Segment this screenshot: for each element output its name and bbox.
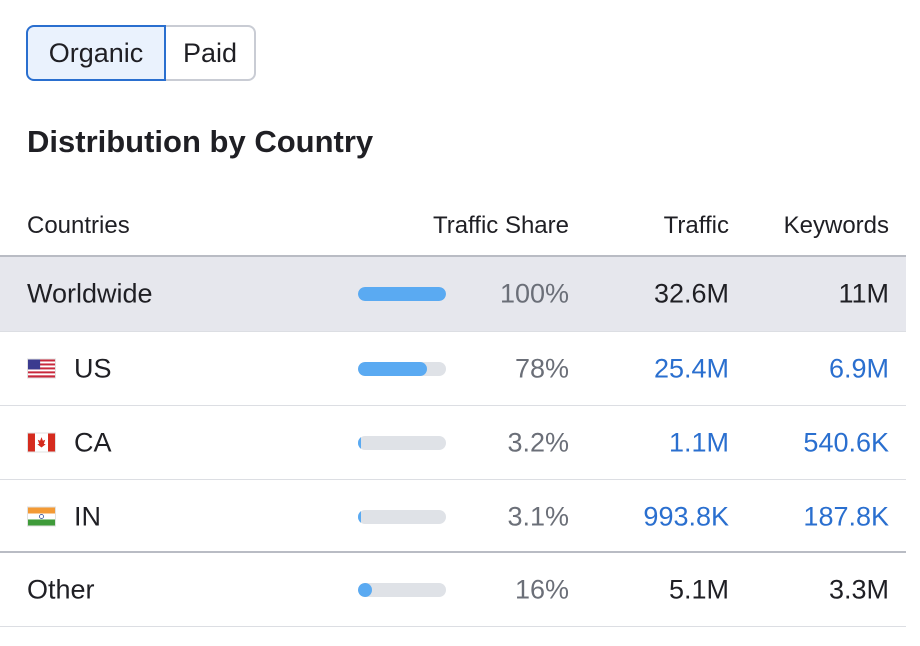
traffic-link[interactable]: 25.4M xyxy=(653,353,729,383)
traffic-share-value: 3.1% xyxy=(507,501,569,531)
table-row-worldwide: Worldwide 100% 32.6M 11M xyxy=(0,255,906,331)
keywords-value: 11M xyxy=(838,278,889,309)
traffic-share-bar-fill xyxy=(358,509,361,524)
header-traffic: Traffic xyxy=(663,212,729,239)
in-flag-icon xyxy=(27,506,56,527)
section-title: Distribution by Country xyxy=(27,124,374,159)
organic-toggle-button[interactable]: Organic xyxy=(26,25,166,81)
traffic-share-bar xyxy=(358,287,446,301)
traffic-value: 32.6M xyxy=(653,278,729,309)
keywords-value: 3.3M xyxy=(828,574,889,604)
traffic-type-toggle: Organic Paid xyxy=(26,25,256,81)
country-cell: CA xyxy=(27,427,112,458)
table-row-other: Other 16% 5.1M 3.3M xyxy=(0,551,906,627)
table-row-us: US 78% 25.4M 6.9M xyxy=(0,331,906,405)
traffic-share-value: 3.2% xyxy=(507,427,569,457)
table-row-in: IN 3.1% 993.8K 187.8K xyxy=(0,479,906,553)
country-name: CA xyxy=(74,427,112,457)
table-header: Countries Traffic Share Traffic Keywords xyxy=(0,200,906,255)
traffic-link[interactable]: 1.1M xyxy=(668,427,729,457)
traffic-share-bar xyxy=(358,509,446,524)
keywords-link[interactable]: 187.8K xyxy=(803,501,889,531)
traffic-share-bar-fill xyxy=(358,361,427,376)
traffic-share-value: 100% xyxy=(499,278,569,309)
us-flag-icon xyxy=(27,358,56,379)
traffic-link[interactable]: 993.8K xyxy=(643,501,729,531)
keywords-link[interactable]: 6.9M xyxy=(828,353,889,383)
header-countries: Countries xyxy=(27,212,130,239)
traffic-share-bar-fill xyxy=(358,582,373,597)
paid-toggle-button[interactable]: Paid xyxy=(164,25,256,81)
header-keywords: Keywords xyxy=(783,212,889,239)
table-row-ca: CA 3.2% 1.1M 540.6K xyxy=(0,405,906,479)
traffic-value: 5.1M xyxy=(668,574,729,604)
traffic-share-value: 16% xyxy=(514,574,569,604)
traffic-share-bar xyxy=(358,582,446,597)
traffic-share-bar-fill xyxy=(358,287,446,301)
keywords-link[interactable]: 540.6K xyxy=(803,427,889,457)
country-name: Other xyxy=(27,574,95,604)
traffic-share-bar xyxy=(358,361,446,376)
country-cell: US xyxy=(27,353,112,384)
traffic-share-value: 78% xyxy=(514,353,569,383)
country-name: Worldwide xyxy=(27,278,153,309)
country-name: IN xyxy=(74,501,101,531)
country-name: US xyxy=(74,353,112,383)
traffic-share-bar-fill xyxy=(358,435,361,450)
traffic-share-bar xyxy=(358,435,446,450)
ca-flag-icon xyxy=(27,432,56,453)
country-cell: IN xyxy=(27,501,101,532)
header-traffic-share: Traffic Share xyxy=(432,212,569,239)
